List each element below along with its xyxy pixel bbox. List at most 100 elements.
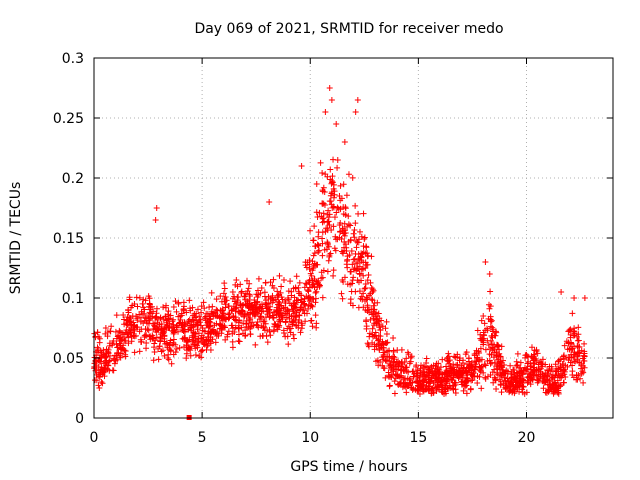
data-point [206,304,213,311]
data-point [257,313,264,320]
data-point [358,233,365,240]
data-point [96,385,103,392]
data-point [229,289,236,296]
data-point [171,327,178,334]
data-point [254,318,261,325]
data-point [394,347,401,354]
data-point [334,204,341,211]
data-point [487,337,494,344]
data-point [383,330,390,337]
data-point [193,310,200,317]
data-point [487,346,494,353]
data-point [184,338,191,345]
data-point [330,272,337,279]
data-point [242,332,249,339]
data-point [205,324,212,331]
data-point [353,260,360,267]
data-point [559,360,566,367]
data-point [280,305,287,312]
data-point [188,327,195,334]
data-point [121,347,128,354]
data-point [216,321,223,328]
data-point [560,355,567,362]
data-point [125,340,132,347]
data-point [194,319,201,326]
data-point [368,253,375,260]
data-point [386,362,393,369]
data-point [106,340,113,347]
data-point [290,308,297,315]
data-point [482,346,489,353]
data-point [360,272,367,279]
data-point [376,322,383,329]
data-point [509,389,516,396]
data-point [458,378,465,385]
data-point [361,285,368,292]
data-point [250,306,257,313]
data-point [280,330,287,337]
data-point [325,257,332,264]
data-point [398,360,405,367]
data-point [369,325,376,332]
data-point [452,379,459,386]
data-point [270,309,277,316]
data-point [476,350,483,357]
data-point [298,296,305,303]
data-point [108,323,115,330]
data-point [327,166,334,173]
data-point [360,210,367,217]
data-point [133,294,140,301]
data-point [486,305,493,312]
data-point [291,303,298,310]
data-point [417,379,424,386]
data-point [497,382,504,389]
data-point [407,379,414,386]
data-point [198,354,205,361]
data-point [98,358,105,365]
data-point [162,324,169,331]
data-point [474,327,481,334]
data-point [574,349,581,356]
data-point [261,327,268,334]
data-point [146,317,153,324]
data-point [247,330,254,337]
data-point [202,315,209,322]
data-point [352,220,359,227]
data-point [355,210,362,217]
data-point [238,288,245,295]
data-point [218,326,225,333]
data-point [383,318,390,325]
data-point [205,318,212,325]
data-point [329,173,336,180]
data-point [339,295,346,302]
data-point [98,378,105,385]
data-point [220,310,227,317]
data-point [144,326,151,333]
data-point [282,300,289,307]
data-point [580,379,587,386]
data-point [329,204,336,211]
data-point [285,288,292,295]
data-point [579,368,586,375]
data-point [198,303,205,310]
data-point [183,355,190,362]
data-point [340,250,347,257]
data-point [302,262,309,269]
data-point [356,288,363,295]
data-point [136,328,143,335]
data-point [302,318,309,325]
data-point [357,253,364,260]
data-point [158,325,165,332]
data-point [430,379,437,386]
data-point [205,330,212,337]
data-point [312,295,319,302]
data-point [347,222,354,229]
data-point [566,327,573,334]
data-point [220,290,227,297]
data-point [428,363,435,370]
data-point [229,344,236,351]
data-point [445,353,452,360]
data-point [551,374,558,381]
data-point [125,306,132,313]
data-point [310,237,317,244]
